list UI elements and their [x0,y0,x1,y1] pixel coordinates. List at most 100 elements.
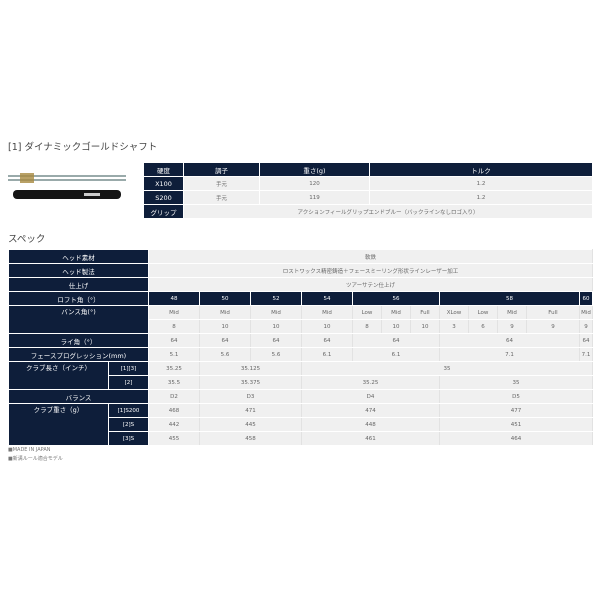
cell: 451 [439,417,593,432]
cell: 464 [439,431,593,446]
cell: 35 [301,361,593,376]
loft: 50 [199,291,251,306]
cell: 5.6 [250,347,302,362]
cell: 35.25 [301,375,440,390]
grip-label: グリップ [143,204,184,219]
cell: 10 [381,319,411,334]
cell: D5 [439,389,593,404]
cell: 120 [259,176,370,191]
shaft-table: 硬度 調子 重さ(g) トルク X100 手元 120 1.2 S200 手元 … [143,162,593,219]
cell: 448 [301,417,440,432]
cell: 442 [148,417,200,432]
cell: 474 [301,403,440,418]
grip-value: アクションフィールグリップエンドブルー（バックラインなしロゴ入り） [183,204,593,219]
cell: 119 [259,190,370,205]
cell: Mid [250,305,302,320]
cell: 35.5 [148,375,200,390]
cell: S200 [143,190,184,205]
cell: ツアーサテン仕上げ [148,277,593,292]
loft: 60 [579,291,593,306]
cell: 6.1 [301,347,353,362]
cell: 455 [148,431,200,446]
cell: 458 [199,431,302,446]
cell: 35 [439,375,593,390]
cell: 3 [439,319,469,334]
cell: D2 [148,389,200,404]
cell: 9 [579,319,593,334]
cell: Mid [579,305,593,320]
loft: 58 [439,291,580,306]
table-row: S200 手元 119 1.2 [143,190,593,205]
cell: 5.1 [148,347,200,362]
spec-table: ヘッド素材 軟鉄 ヘッド製法 ロストワックス精密鋳造＋フェースミーリング形状ラインレ… [8,249,593,446]
label: 仕上げ [8,277,149,292]
cell: 8 [352,319,382,334]
cell: 10 [250,319,302,334]
cell: 手元 [183,176,260,191]
cell: XLow [439,305,469,320]
cell: 10 [410,319,440,334]
label: ヘッド製法 [8,263,149,278]
header-weight: 重さ(g) [259,162,370,177]
label: バランス [8,389,149,404]
cell: 7.1 [439,347,580,362]
cell: 9 [497,319,527,334]
cell: 5.6 [199,347,251,362]
cell: Mid [199,305,251,320]
loft: 56 [352,291,440,306]
cell: 477 [439,403,593,418]
cell: 35.125 [199,361,302,376]
cell: X100 [143,176,184,191]
cell: 64 [250,333,302,348]
cell: 35.375 [199,375,302,390]
cell: 64 [199,333,251,348]
label: バンス角(°) [8,305,149,334]
shaft-grip-image [8,173,126,199]
cell: Low [352,305,382,320]
cell: Mid [381,305,411,320]
cell: 8 [148,319,200,334]
cell: 461 [301,431,440,446]
cell: 64 [352,333,440,348]
cell: 軟鉄 [148,249,593,264]
cell: Mid [497,305,527,320]
sublabel: [2] [108,375,149,390]
header-hardness: 硬度 [143,162,184,177]
sublabel: [1][3] [108,361,149,376]
cell: 1.2 [369,190,593,205]
cell: 468 [148,403,200,418]
cell: 64 [301,333,353,348]
cell: Mid [148,305,200,320]
cell: 471 [199,403,302,418]
cell: 7.1 [579,347,593,362]
footer-note: ■新溝ルール適合モデル [8,456,63,462]
sublabel: [1]S200 [108,403,149,418]
header-kick: 調子 [183,162,260,177]
cell: 9 [526,319,580,334]
footer-note: ■MADE IN JAPAN [8,447,51,453]
cell: 6.1 [352,347,440,362]
loft: 52 [250,291,302,306]
cell: 445 [199,417,302,432]
cell: 64 [439,333,580,348]
cell: 手元 [183,190,260,205]
cell: Full [410,305,440,320]
cell: 10 [301,319,353,334]
table-row: グリップ アクションフィールグリップエンドブルー（バックラインなしロゴ入り） [143,204,593,219]
cell: 64 [579,333,593,348]
table-row: X100 手元 120 1.2 [143,176,593,191]
label: ロフト角（°） [8,291,149,306]
sublabel: [3]S [108,431,149,446]
cell: Low [468,305,498,320]
spec-title: スペック [8,234,46,245]
cell: 35.25 [148,361,200,376]
cell: D3 [199,389,302,404]
label: ライ角（°） [8,333,149,348]
label: フェースプログレッション(mm) [8,347,149,362]
cell: 1.2 [369,176,593,191]
cell: 10 [199,319,251,334]
label: ヘッド素材 [8,249,149,264]
cell: Mid [301,305,353,320]
cell: ロストワックス精密鋳造＋フェースミーリング形状ラインレーザー加工 [148,263,593,278]
cell: 64 [148,333,200,348]
